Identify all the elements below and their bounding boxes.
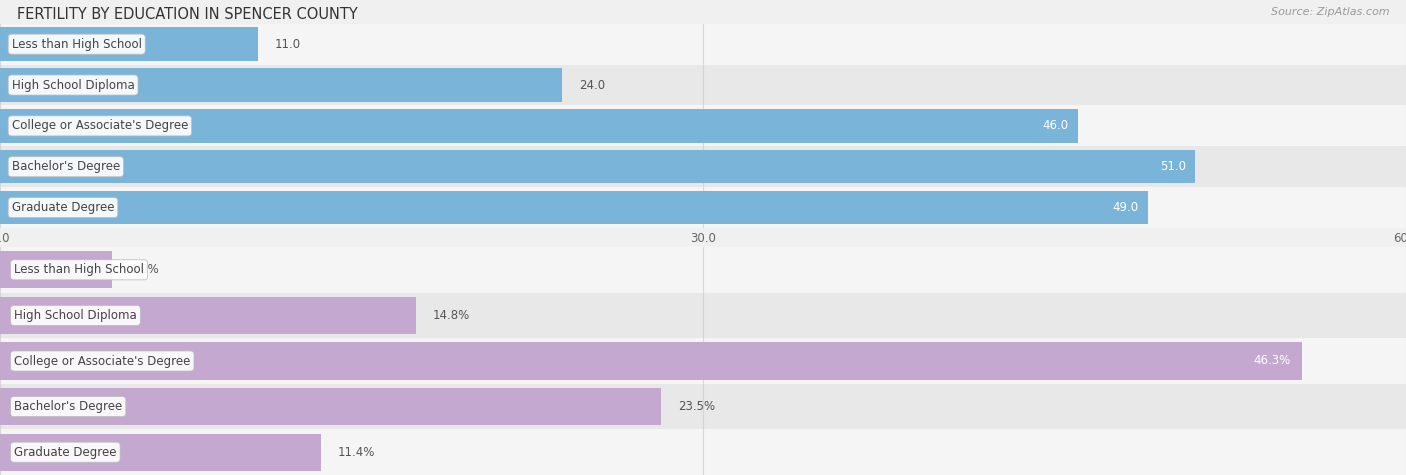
Text: Bachelor's Degree: Bachelor's Degree	[14, 400, 122, 413]
Bar	[0, 251, 112, 288]
Text: 46.0: 46.0	[1042, 119, 1069, 133]
Text: 11.4%: 11.4%	[337, 446, 375, 459]
Bar	[0, 342, 1302, 380]
Bar	[0, 109, 1078, 142]
Text: 11.0: 11.0	[274, 38, 301, 51]
Text: Graduate Degree: Graduate Degree	[14, 446, 117, 459]
Text: Bachelor's Degree: Bachelor's Degree	[11, 160, 120, 173]
Bar	[0, 191, 1149, 224]
Text: 14.8%: 14.8%	[433, 309, 470, 322]
Bar	[0, 24, 1406, 65]
Text: Source: ZipAtlas.com: Source: ZipAtlas.com	[1271, 7, 1389, 17]
Bar	[0, 187, 1406, 228]
Bar	[0, 388, 661, 425]
Text: Less than High School: Less than High School	[11, 38, 142, 51]
Bar	[0, 297, 416, 334]
Text: Less than High School: Less than High School	[14, 263, 143, 276]
Bar	[0, 68, 562, 102]
Bar	[0, 293, 1406, 338]
Bar	[0, 28, 257, 61]
Text: High School Diploma: High School Diploma	[11, 78, 135, 92]
Bar	[0, 384, 1406, 429]
Text: FERTILITY BY EDUCATION IN SPENCER COUNTY: FERTILITY BY EDUCATION IN SPENCER COUNTY	[17, 7, 357, 22]
Text: College or Associate's Degree: College or Associate's Degree	[11, 119, 188, 133]
Bar	[0, 105, 1406, 146]
Text: 24.0: 24.0	[579, 78, 606, 92]
Text: 49.0: 49.0	[1112, 201, 1139, 214]
Bar	[0, 434, 321, 471]
Text: 51.0: 51.0	[1160, 160, 1185, 173]
Text: Graduate Degree: Graduate Degree	[11, 201, 114, 214]
Text: 23.5%: 23.5%	[678, 400, 714, 413]
Bar	[0, 150, 1195, 183]
Bar	[0, 429, 1406, 475]
Text: High School Diploma: High School Diploma	[14, 309, 136, 322]
Bar	[0, 146, 1406, 187]
Bar	[0, 247, 1406, 293]
Bar	[0, 65, 1406, 105]
Text: 46.3%: 46.3%	[1254, 354, 1291, 368]
Bar	[0, 338, 1406, 384]
Text: College or Associate's Degree: College or Associate's Degree	[14, 354, 190, 368]
Text: 4.0%: 4.0%	[129, 263, 159, 276]
